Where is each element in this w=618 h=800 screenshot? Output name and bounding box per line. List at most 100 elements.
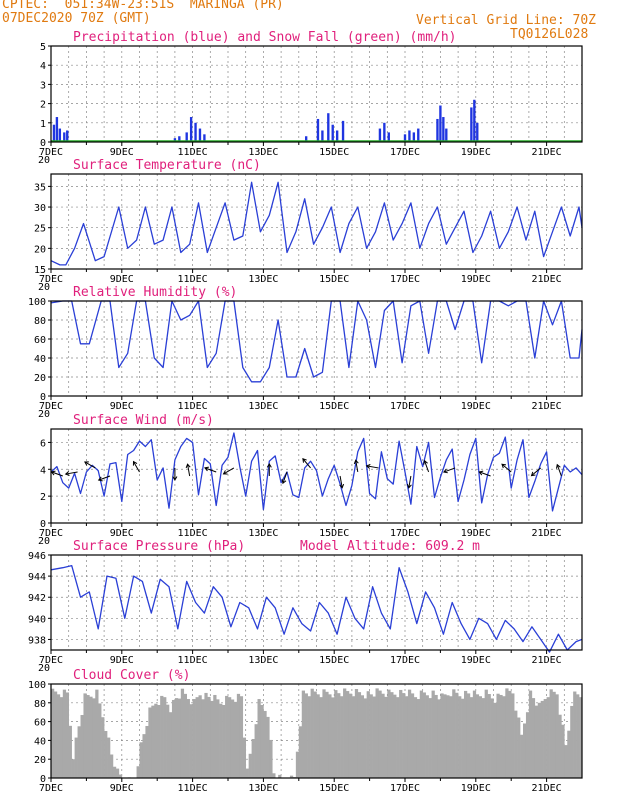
y-tick-label: 35 [34,182,46,193]
cloud-bar [148,707,152,778]
x-tick-label: 7DEC [39,528,63,539]
cloud-bar [183,693,187,778]
cloud-bar [546,697,550,778]
cloud-bar [331,697,335,778]
y-tick-label: 944 [28,572,46,583]
cloud-bar [298,726,303,778]
cloud-bar [440,693,444,778]
x-tick-label: 11DEC [178,528,208,539]
x-tick-label: 21DEC [532,783,562,794]
cloud-bar [514,710,518,778]
cloud-bar [233,701,238,778]
cloud-bar [434,694,438,778]
y-tick-label: 80 [34,316,46,327]
cloud-bar [543,699,547,778]
wind-arrow [187,464,191,477]
x-tick-label: 15DEC [319,528,349,539]
wind-arrow [531,467,542,477]
cloud-bar [520,734,524,778]
cloud-bar [490,698,494,778]
cloud-bar [340,696,344,778]
cloud-bar [396,697,400,778]
cloud-bar [431,690,435,778]
cloud-bar [511,693,515,778]
x-tick-label: 21DEC [532,528,562,539]
x-tick-label: 13DEC [248,783,278,794]
cloud-bar [254,724,258,778]
cloud-bar [407,689,412,778]
precip-bar [189,117,193,142]
y-tick-label: 5 [40,42,46,53]
cloud-bar [337,693,341,778]
x-tick-label: 17DEC [390,655,420,666]
x-tick-label: 7DEC [39,401,63,412]
x-tick-label: 21DEC [532,655,562,666]
x-tick-label: 21DEC [532,274,562,285]
year-label: 20 [38,536,50,547]
precip-bar [341,120,345,142]
wind-arrow-head [222,470,228,475]
wind-arrow-head [530,471,536,477]
y-tick-label: 0 [40,519,46,530]
cloud-bar [579,697,583,778]
cloud-bar [213,694,217,778]
y-tick-label: 1 [40,119,46,130]
cloud-bar [310,688,314,778]
x-tick-label: 19DEC [461,655,491,666]
wind-arrow-head [423,459,428,465]
cloud-bar [169,712,173,778]
cloud-bar [366,691,370,778]
cloud-bar [348,693,353,778]
cloud-bar [186,699,190,778]
cloud-bar [112,766,117,778]
cloud-bar [269,739,273,778]
cloud-bar [461,698,465,778]
y-tick-label: 3 [40,80,46,91]
precip-bar [316,118,320,142]
wind-frame [50,428,583,524]
x-tick-label: 7DEC [39,147,63,158]
cloud-bar [174,698,179,778]
cloud-bar [272,773,276,778]
cloud-bar [192,699,196,778]
wind-arrow [366,465,379,469]
precip-bar [52,124,56,142]
cloud-bar [381,693,385,778]
cloud-bar [89,696,93,778]
cloud-bar [245,768,249,778]
cloud-bar [549,689,553,778]
year-label: 20 [38,663,50,674]
cloud-bar [62,689,67,778]
wind-arrow [501,463,512,473]
y-tick-label: 30 [34,203,46,214]
cloud-panel [48,683,583,782]
cloud-bar [555,694,559,778]
cloud-bar [517,717,521,778]
cloud-bar [455,692,459,778]
cloud-bar [180,688,185,778]
cloud-bar [351,696,356,778]
cloud-bar [86,695,90,778]
cloud-bar [295,751,300,778]
x-tick-label: 11DEC [178,274,208,285]
cloud-bar [540,700,544,778]
cloud-bar [443,694,447,778]
x-tick-label: 7DEC [39,274,63,285]
x-tick-label: 13DEC [248,147,278,158]
cloud-bar [236,693,241,778]
x-tick-label: 9DEC [110,528,134,539]
cloud-bar [419,690,423,778]
cloud-bar [307,696,311,778]
cloud-bar [325,691,329,778]
x-tick-label: 15DEC [319,401,349,412]
cloud-title: Cloud Cover (%) [73,668,190,683]
precip-bar [442,117,445,142]
year-label: 20 [38,282,50,293]
precip-bar [194,122,197,142]
precip-bar [66,130,69,142]
cloud-bar [502,696,506,778]
cloud-bar [372,696,376,778]
temp-line [50,181,583,266]
wind-arrow [302,458,311,469]
